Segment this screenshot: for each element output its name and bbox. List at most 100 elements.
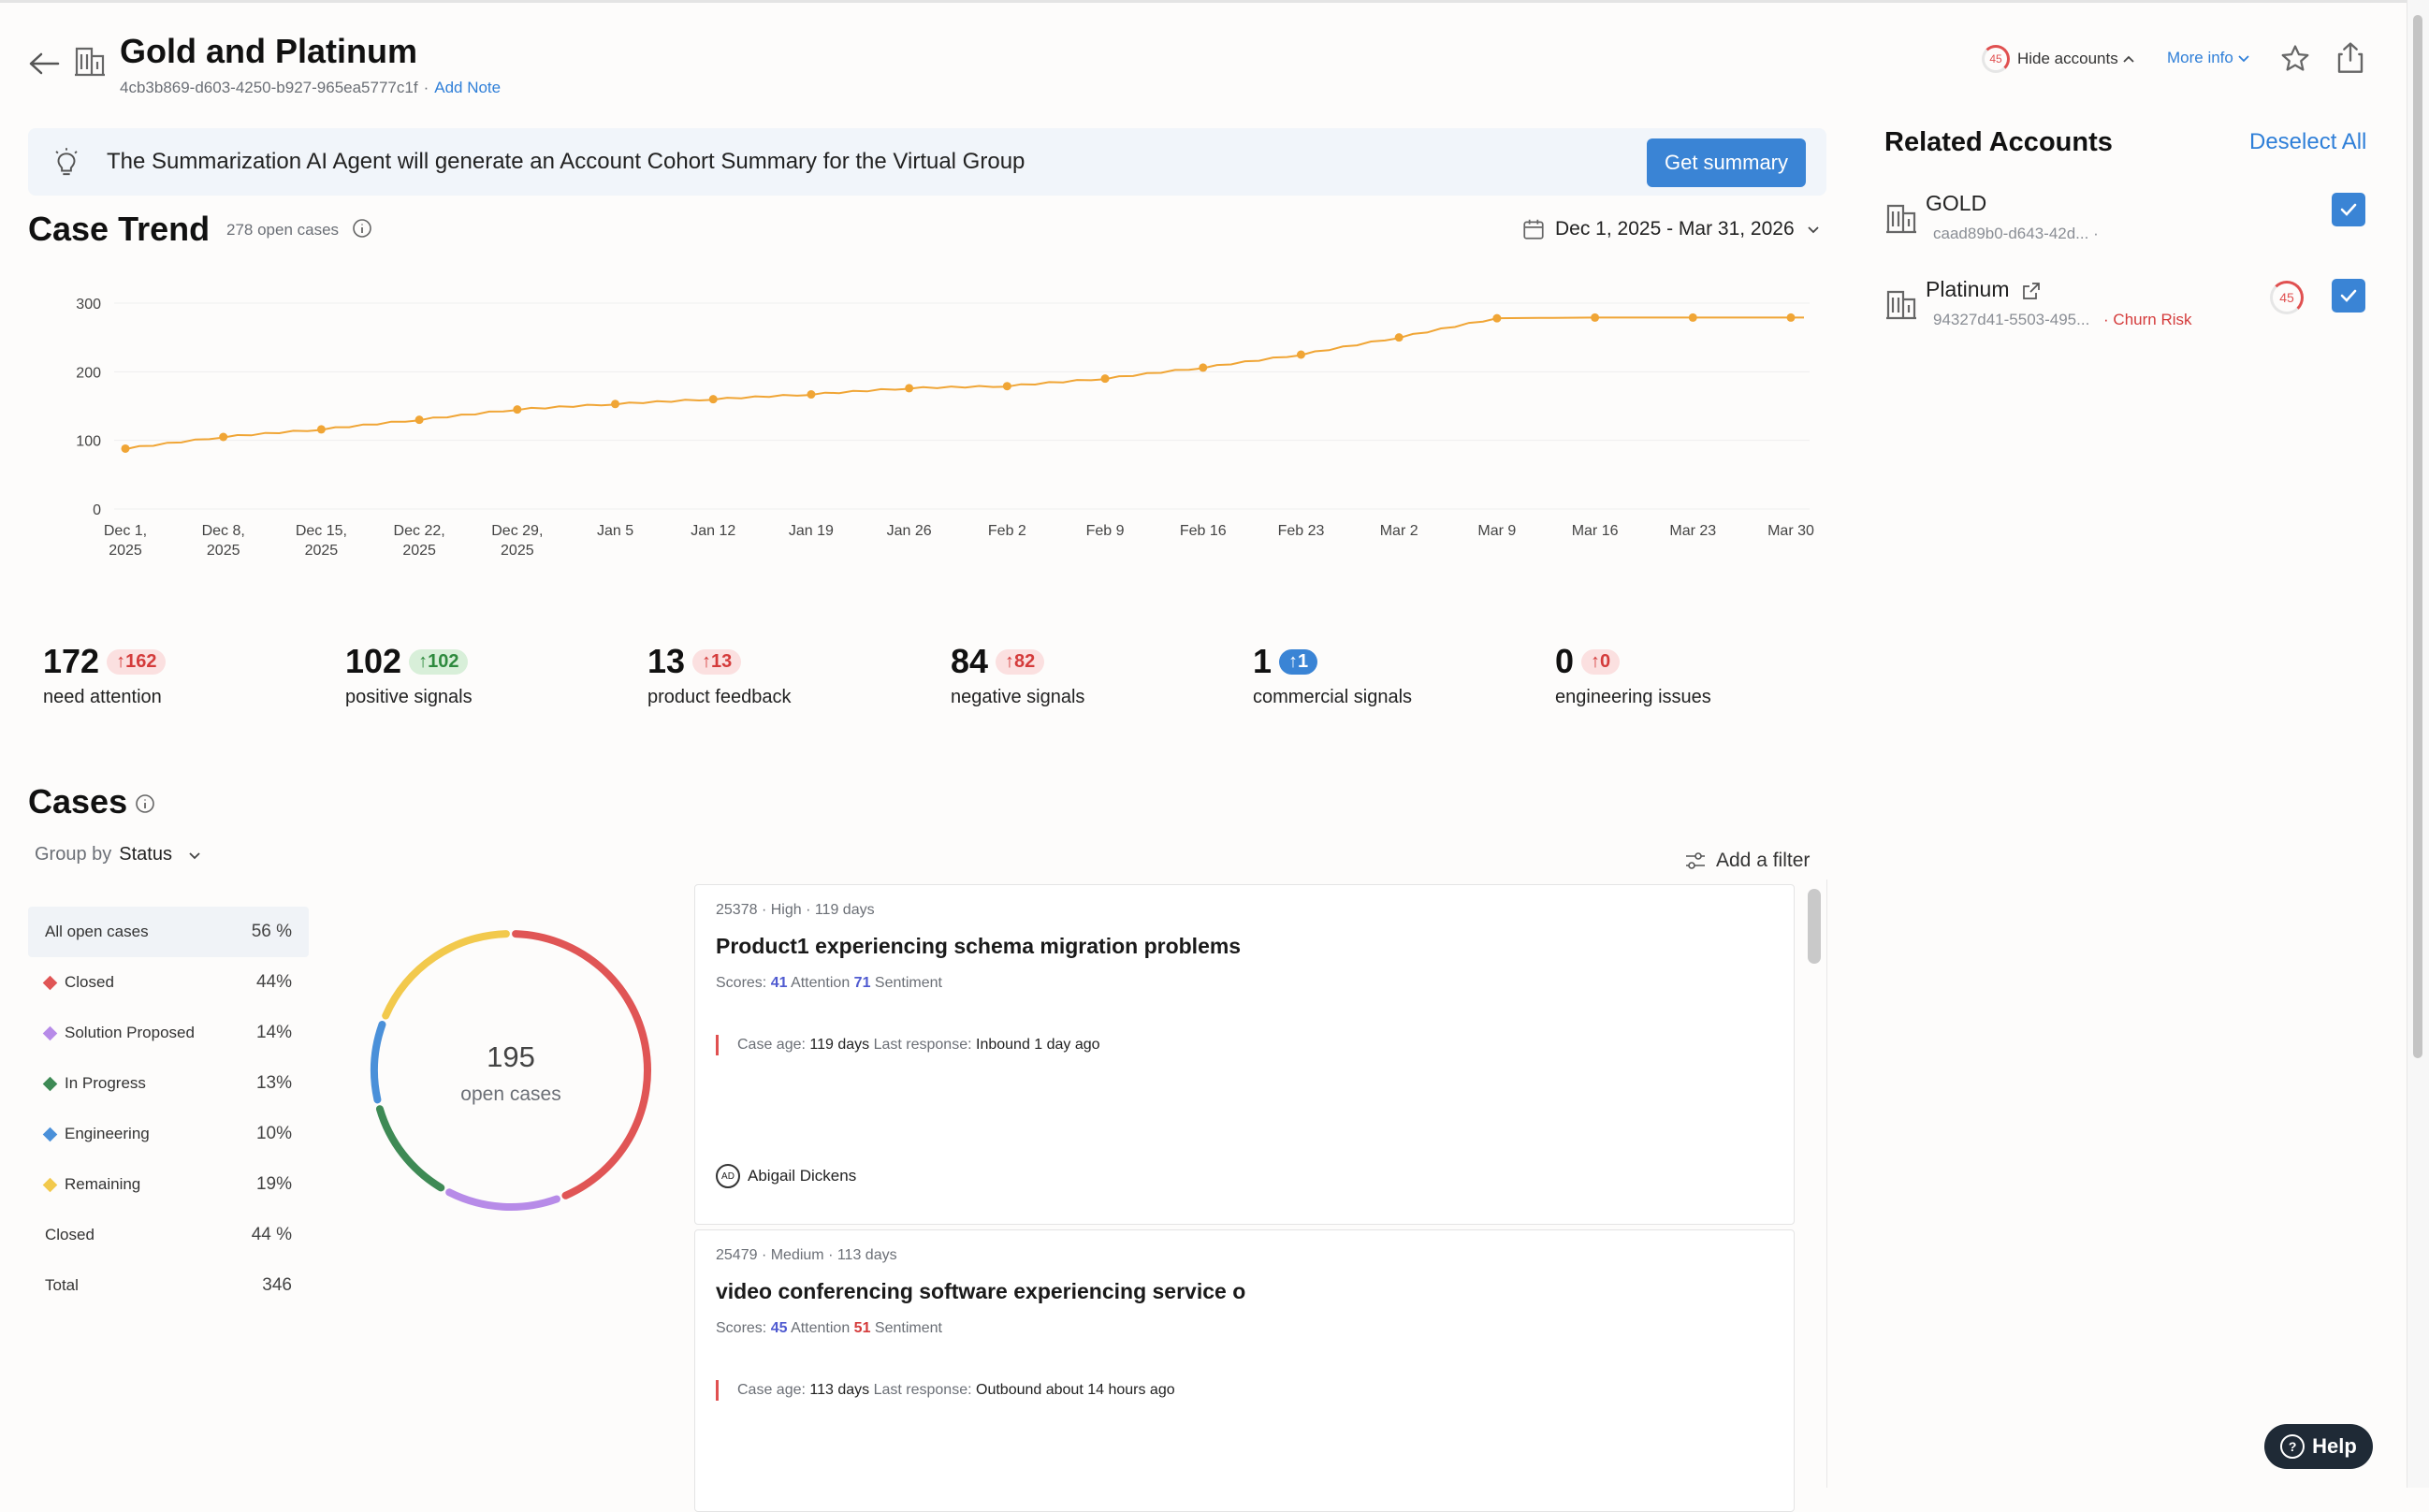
building-icon	[1886, 290, 1916, 320]
account-id: 94327d41-5503-495... · Churn Risk	[1933, 311, 2192, 329]
x-tick-label: Jan 5	[597, 523, 633, 539]
stat-label: negative signals	[951, 687, 1085, 707]
star-icon[interactable]	[2279, 43, 2311, 75]
case-age: Case age: 113 days Last response: Outbou…	[716, 1380, 1175, 1401]
chevron-down-icon	[2238, 55, 2249, 63]
x-tick-label: Mar 9	[1477, 523, 1516, 539]
attention-label: Attention	[791, 1320, 851, 1336]
get-summary-button[interactable]: Get summary	[1647, 138, 1806, 187]
y-tick-label: 200	[76, 365, 101, 381]
status-row[interactable]: Closed 44%	[28, 957, 309, 1008]
stat-item: 13 ↑13 product feedback	[647, 642, 791, 708]
data-point	[807, 390, 816, 400]
add-filter-label: Add a filter	[1716, 850, 1811, 871]
chevron-down-icon	[1808, 226, 1819, 234]
x-tick-label: Mar 2	[1380, 523, 1418, 539]
building-icon	[75, 47, 105, 77]
cases-scrollbar[interactable]	[1808, 889, 1821, 964]
donut-segment	[445, 1188, 560, 1211]
x-tick-label: Mar 30	[1767, 523, 1814, 539]
status-row[interactable]: In Progress 13%	[28, 1058, 309, 1109]
date-range-picker[interactable]: Dec 1, 2025 - Mar 31, 2026	[1521, 217, 1821, 241]
x-tick-label: Dec 8, 2025	[202, 523, 245, 559]
churn-risk-label: · Churn Risk	[2103, 311, 2192, 328]
more-info-dropdown[interactable]: More info	[2167, 49, 2250, 67]
sentiment-score: 71	[853, 975, 871, 991]
status-row[interactable]: Total 346	[28, 1260, 309, 1311]
case-owner: AD Abigail Dickens	[716, 1164, 856, 1188]
x-tick-label: Jan 12	[691, 523, 735, 539]
stat-item: 84 ↑82 negative signals	[951, 642, 1084, 708]
info-icon[interactable]	[352, 218, 372, 239]
case-scores: Scores: 41 Attention 71 Sentiment	[716, 975, 942, 992]
filter-sliders-icon	[1686, 852, 1705, 869]
page-scrollbar[interactable]	[2407, 0, 2429, 1488]
attention-score: 45	[770, 1320, 788, 1336]
share-icon[interactable]	[2335, 41, 2365, 75]
add-note-link[interactable]: Add Note	[434, 79, 502, 96]
external-link-icon[interactable]	[2021, 281, 2042, 301]
last-response-label: Last response:	[873, 1382, 972, 1398]
data-point	[1296, 350, 1305, 359]
status-label: All open cases	[45, 923, 149, 940]
donut-segment	[375, 1105, 445, 1192]
status-color-marker	[42, 1127, 58, 1141]
lightbulb-icon	[55, 148, 78, 176]
calendar-icon	[1523, 219, 1544, 240]
page-title: Gold and Platinum	[120, 32, 418, 70]
top-border	[0, 0, 2429, 3]
status-percent: 14%	[255, 1023, 292, 1042]
case-title[interactable]: video conferencing software experiencing…	[716, 1279, 1246, 1303]
stat-value: 84	[951, 642, 989, 680]
platinum-checkbox[interactable]	[2332, 279, 2365, 313]
x-tick-label: Feb 2	[988, 523, 1026, 539]
stat-delta-badge: ↑162	[107, 648, 167, 675]
help-button[interactable]: ? Help	[2264, 1424, 2373, 1469]
account-id-value: 94327d41-5503-495...	[1933, 311, 2095, 328]
back-arrow-icon[interactable]	[28, 52, 60, 75]
series-line	[124, 316, 1804, 451]
status-percent: 13%	[255, 1073, 292, 1093]
add-filter-button[interactable]: Add a filter	[1684, 850, 1810, 872]
building-icon	[1886, 204, 1916, 234]
status-row[interactable]: Remaining 19%	[28, 1159, 309, 1210]
gold-checkbox[interactable]	[2332, 193, 2365, 226]
stat-label: commercial signals	[1253, 687, 1413, 707]
deselect-all-link[interactable]: Deselect All	[2249, 129, 2367, 154]
case-card[interactable]: 25479 · Medium · 113 days video conferen…	[694, 1229, 1795, 1512]
status-percent: 346	[262, 1275, 292, 1295]
hide-accounts-toggle[interactable]: 45 Hide accounts	[1982, 45, 2135, 73]
status-row[interactable]: All open cases 56 %	[28, 907, 309, 957]
data-point	[1591, 313, 1600, 322]
status-row[interactable]: Engineering 10%	[28, 1109, 309, 1159]
donut-segment	[382, 930, 510, 1020]
account-name-label: Platinum	[1926, 277, 2010, 301]
x-tick-label: Mar 16	[1572, 523, 1619, 539]
chevron-down-icon	[188, 852, 200, 860]
info-icon[interactable]	[135, 793, 155, 814]
stat-item: 1 ↑1 commercial signals	[1253, 642, 1412, 708]
status-label: Closed	[45, 1226, 95, 1243]
stat-value: 1	[1253, 642, 1273, 680]
related-accounts-title: Related Accounts	[1884, 127, 2113, 157]
case-age-value: 119 days	[809, 1037, 870, 1053]
stat-item: 172 ↑162 need attention	[43, 642, 167, 708]
page-scrollbar-thumb[interactable]	[2413, 15, 2422, 1058]
status-row[interactable]: Closed 44 %	[28, 1210, 309, 1260]
last-response-value: Outbound about 14 hours ago	[976, 1382, 1175, 1398]
last-response-label: Last response:	[873, 1037, 972, 1053]
sentiment-label: Sentiment	[874, 975, 942, 991]
status-label: Total	[45, 1276, 79, 1294]
stat-delta-badge: ↑13	[692, 648, 742, 675]
status-label: Solution Proposed	[65, 1024, 195, 1041]
status-label: In Progress	[65, 1074, 146, 1092]
group-by-select[interactable]: Group by Status	[35, 844, 202, 865]
banner-text: The Summarization AI Agent will generate…	[107, 149, 1025, 174]
data-point	[513, 405, 522, 414]
data-point	[1688, 313, 1697, 322]
hide-accounts-label: Hide accounts	[2017, 50, 2118, 67]
scores-label: Scores:	[716, 975, 767, 991]
status-row[interactable]: Solution Proposed 14%	[28, 1008, 309, 1058]
case-title[interactable]: Product1 experiencing schema migration p…	[716, 934, 1242, 958]
case-card[interactable]: 25378 · High · 119 days Product1 experie…	[694, 884, 1795, 1225]
